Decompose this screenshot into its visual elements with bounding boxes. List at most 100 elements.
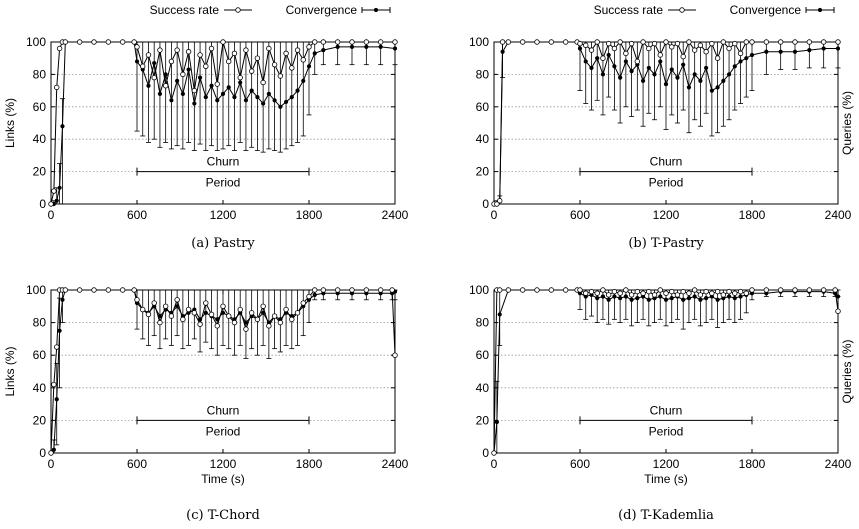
convergence-point	[186, 67, 191, 72]
legend-success-marker	[235, 7, 241, 13]
period-label: Period	[206, 424, 241, 438]
success-point	[669, 288, 675, 295]
y-tick-label: 100	[469, 35, 489, 49]
success-point	[51, 188, 57, 194]
success-point	[243, 47, 249, 53]
convergence-point	[51, 447, 56, 452]
success-point	[208, 311, 215, 318]
success-point	[726, 45, 732, 52]
success-point	[743, 39, 749, 45]
convergence-point	[589, 65, 594, 71]
success-point	[623, 287, 629, 293]
success-point	[76, 39, 83, 45]
success-point	[491, 450, 497, 456]
success-point	[157, 47, 163, 53]
convergence-point	[629, 69, 634, 74]
convergence-point	[583, 59, 588, 64]
convergence-point	[744, 56, 749, 61]
success-point	[562, 39, 569, 45]
convergence-point	[209, 83, 214, 88]
x-tick-label: 600	[570, 208, 590, 222]
success-point	[283, 50, 289, 57]
success-point	[62, 287, 69, 293]
success-point	[254, 55, 261, 61]
y-axis-label-right: Queries (%)	[840, 339, 854, 403]
convergence-point	[349, 44, 355, 49]
success-point	[300, 57, 306, 63]
y-tick-label: 100	[26, 35, 46, 49]
success-point	[105, 39, 112, 45]
convergence-point	[792, 49, 798, 54]
x-tick-label: 2400	[825, 457, 852, 471]
churn-label: Churn	[207, 403, 240, 417]
x-tick-label: 0	[48, 457, 55, 471]
success-point	[271, 61, 278, 68]
legend-convergence-marker	[817, 7, 823, 13]
convergence-point	[134, 59, 140, 64]
success-point	[349, 287, 355, 293]
success-point	[168, 313, 175, 319]
success-point	[220, 39, 226, 45]
success-point	[363, 39, 370, 45]
convergence-point	[618, 296, 623, 301]
success-point	[134, 297, 140, 303]
convergence-point	[732, 64, 737, 69]
convergence-point	[669, 296, 674, 301]
success-point	[162, 303, 169, 309]
success-point	[714, 55, 721, 61]
convergence-point	[60, 124, 65, 129]
success-point	[600, 287, 606, 293]
convergence-point	[640, 78, 646, 83]
success-point	[334, 287, 341, 293]
success-point	[611, 45, 618, 52]
convergence-point	[261, 101, 266, 106]
convergence-point	[669, 67, 674, 72]
convergence-point	[663, 82, 669, 87]
x-axis-label: Time (s)	[644, 472, 688, 486]
success-point	[820, 39, 827, 45]
convergence-point	[835, 294, 841, 299]
success-point	[534, 287, 540, 293]
y-axis-label: Links (%)	[3, 98, 17, 148]
success-point	[588, 288, 595, 295]
convergence-point	[692, 294, 697, 299]
convergence-point	[312, 51, 317, 56]
y-tick-label: 20	[33, 165, 47, 179]
convergence-point	[681, 297, 686, 302]
success-point	[494, 201, 500, 207]
convergence-point	[163, 72, 168, 77]
success-point	[534, 39, 540, 45]
period-label: Period	[649, 176, 684, 190]
success-point	[686, 39, 692, 45]
y-tick-label: 0	[39, 446, 46, 460]
convergence-point	[238, 80, 243, 85]
chart-panel-3: 0 20 40 60 80 100 0 600 1200 1800 2400 Links (%) Tim…	[3, 283, 409, 523]
success-point	[657, 287, 663, 293]
convergence-point	[266, 91, 271, 96]
convergence-point	[749, 52, 755, 58]
success-point	[266, 45, 272, 52]
success-point	[519, 287, 526, 293]
success-point	[220, 303, 226, 309]
convergence-point	[169, 98, 174, 103]
success-point	[588, 47, 595, 53]
convergence-point	[215, 317, 220, 322]
success-point	[260, 303, 266, 309]
convergence-point	[312, 292, 317, 297]
period-label: Period	[649, 424, 684, 438]
convergence-point	[54, 397, 59, 402]
success-point	[640, 39, 646, 45]
convergence-point	[54, 198, 59, 203]
churn-label: Churn	[207, 155, 240, 169]
x-tick-label: 1800	[296, 208, 323, 222]
convergence-point	[226, 85, 231, 90]
success-point	[203, 63, 209, 69]
success-point	[389, 287, 395, 293]
convergence-point	[652, 72, 657, 77]
success-point	[226, 313, 232, 319]
success-point	[703, 49, 709, 55]
convergence-point	[675, 75, 680, 80]
x-tick-label: 2400	[382, 208, 409, 222]
convergence-point	[321, 48, 326, 53]
